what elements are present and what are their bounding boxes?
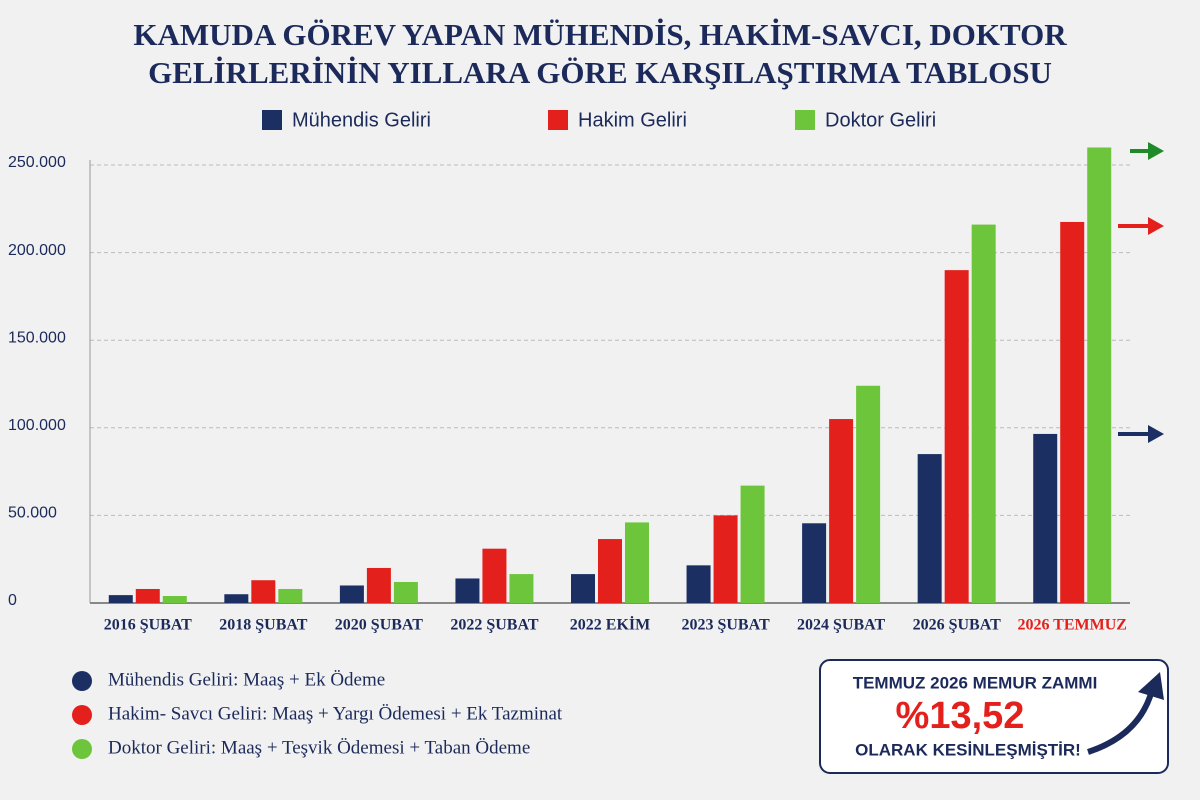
y-tick-label: 50.000 bbox=[8, 505, 57, 522]
bar bbox=[1060, 221, 1085, 603]
legend-label: Doktor Geliri bbox=[825, 109, 936, 131]
bar bbox=[393, 581, 418, 603]
bar bbox=[509, 574, 534, 603]
legend-label: Mühendis Geliri bbox=[292, 109, 431, 131]
x-tick-label: 2022 ŞUBAT bbox=[450, 617, 538, 634]
bar bbox=[1087, 147, 1112, 603]
bar bbox=[162, 595, 187, 603]
bar bbox=[366, 567, 391, 603]
bar bbox=[135, 588, 160, 603]
y-tick-label: 250.000 bbox=[8, 154, 66, 171]
detail-dot bbox=[72, 739, 92, 759]
detail-text: Mühendis Geliri: Maaş + Ek Ödeme bbox=[108, 669, 385, 690]
y-tick-label: 200.000 bbox=[8, 242, 66, 259]
callout-line1: TEMMUZ 2026 MEMUR ZAMMI bbox=[853, 673, 1098, 692]
legend-label: Hakim Geliri bbox=[578, 109, 687, 131]
legend-swatch bbox=[548, 110, 568, 130]
callout-value: %13,52 bbox=[896, 695, 1025, 737]
callout-line2: OLARAK KESİNLEŞMİŞTİR! bbox=[855, 740, 1081, 759]
bar bbox=[339, 585, 364, 603]
bar bbox=[944, 270, 969, 603]
legend-swatch bbox=[262, 110, 282, 130]
bar bbox=[251, 580, 276, 603]
bar bbox=[856, 385, 881, 603]
bar bbox=[598, 539, 622, 603]
legend-swatch bbox=[795, 110, 815, 130]
bar bbox=[224, 594, 249, 603]
callout-arrowhead bbox=[1138, 672, 1164, 700]
bar bbox=[1033, 433, 1058, 603]
x-tick-label: 2026 ŞUBAT bbox=[913, 617, 1001, 634]
bar bbox=[455, 578, 480, 603]
callout-arrow bbox=[1087, 689, 1155, 755]
bar bbox=[971, 224, 996, 604]
bar bbox=[686, 565, 711, 603]
bar bbox=[713, 515, 738, 603]
x-tick-label: 2018 ŞUBAT bbox=[219, 617, 307, 634]
x-tick-label: 2020 ŞUBAT bbox=[335, 617, 423, 634]
y-tick-label: 100.000 bbox=[8, 417, 66, 434]
detail-text: Hakim- Savcı Geliri: Maaş + Yargı Ödemes… bbox=[108, 703, 563, 724]
chart-subtitle: GELİRLERİNİN YILLARA GÖRE KARŞILAŞTIRMA … bbox=[148, 55, 1052, 90]
x-tick-label: 2016 ŞUBAT bbox=[104, 617, 192, 634]
y-tick-label: 150.000 bbox=[8, 329, 66, 346]
detail-dot bbox=[72, 671, 92, 691]
bar bbox=[917, 454, 942, 603]
bar bbox=[108, 595, 133, 603]
bar bbox=[625, 522, 649, 603]
x-tick-label: 2026 TEMMUZ bbox=[1017, 617, 1126, 634]
chart-title: KAMUDA GÖREV YAPAN MÜHENDİS, HAKİM-SAVCI… bbox=[133, 17, 1067, 52]
bar bbox=[802, 523, 827, 603]
bar bbox=[278, 588, 303, 603]
detail-dot bbox=[72, 705, 92, 725]
x-tick-label: 2024 ŞUBAT bbox=[797, 617, 885, 634]
x-tick-label: 2023 ŞUBAT bbox=[681, 617, 769, 634]
bar bbox=[740, 485, 765, 603]
x-tick-label: 2022 EKİM bbox=[570, 615, 650, 634]
callout-box bbox=[819, 659, 1169, 774]
bar bbox=[571, 574, 595, 603]
y-tick-label: 0 bbox=[8, 592, 17, 609]
detail-text: Doktor Geliri: Maaş + Teşvik Ödemesi + T… bbox=[108, 737, 530, 758]
bar bbox=[482, 548, 507, 603]
arrows bbox=[1118, 142, 1164, 443]
bar bbox=[829, 419, 854, 603]
